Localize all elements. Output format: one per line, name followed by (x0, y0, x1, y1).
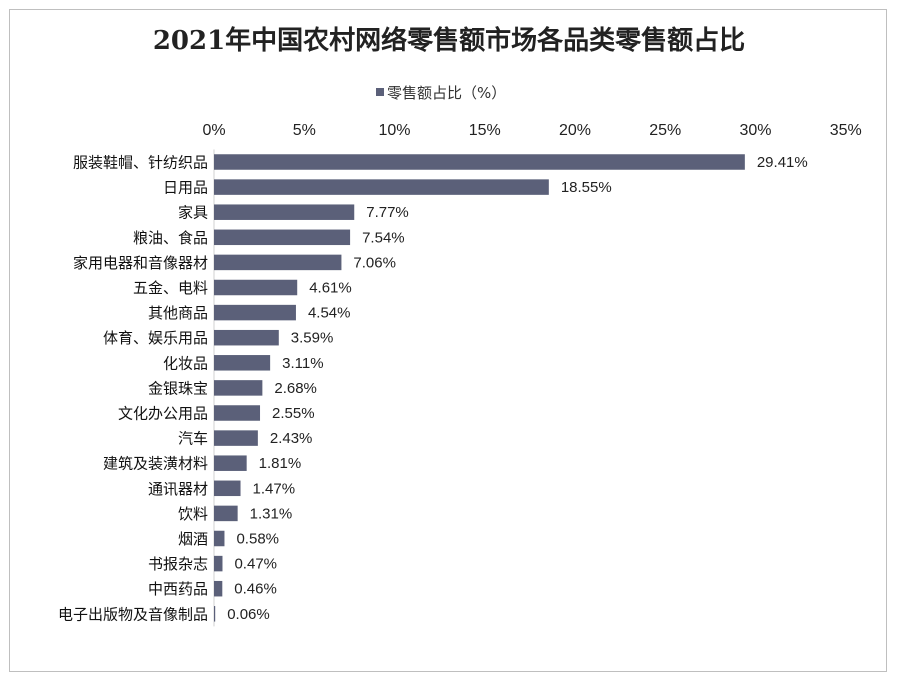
bar (214, 530, 225, 547)
legend-label: 零售额占比（%） (387, 83, 507, 102)
data-label: 7.77% (366, 204, 409, 221)
bar (214, 204, 355, 220)
chart-frame (9, 9, 887, 672)
bar (214, 355, 271, 371)
bar (214, 405, 261, 421)
bar (214, 179, 549, 195)
data-label: 0.06% (227, 606, 270, 623)
data-label: 3.11% (282, 355, 323, 372)
chart-title: 2021年中国农村网络零售额市场各品类零售额占比 (152, 26, 746, 56)
category-label: 服装鞋帽、针纺织品 (73, 154, 208, 172)
category-label: 汽车 (178, 430, 208, 448)
category-label: 体育、娱乐用品 (103, 329, 208, 347)
category-label: 建筑及装潢材料 (103, 455, 208, 473)
data-label: 18.55% (561, 179, 612, 196)
bar (214, 606, 216, 622)
category-label: 文化办公用品 (118, 405, 208, 423)
category-label: 日用品 (163, 179, 208, 197)
category-label: 其他商品 (148, 304, 208, 322)
x-tick-label: 25% (649, 122, 681, 139)
bar (214, 154, 745, 170)
data-label: 0.46% (234, 581, 277, 598)
bar (214, 229, 351, 246)
category-label: 书报杂志 (148, 555, 208, 573)
x-tick-label: 35% (830, 122, 862, 139)
x-tick-label: 30% (739, 122, 771, 139)
category-label: 饮料 (178, 505, 208, 523)
category-labels: 服装鞋帽、针纺织品日用品家具粮油、食品家用电器和音像器材五金、电料其他商品体育、… (58, 154, 208, 624)
data-label: 1.81% (259, 455, 302, 472)
category-label: 通讯器材 (148, 480, 208, 498)
data-label: 3.59% (291, 330, 334, 347)
data-label: 1.31% (250, 505, 293, 522)
x-axis-ticks: 0% 5% 10% 15% 20% 25% 30% 35% (202, 122, 861, 139)
data-label: 7.54% (362, 229, 405, 246)
legend: 零售额占比（%） (376, 81, 506, 103)
bar (214, 455, 247, 471)
category-label: 粮油、食品 (133, 229, 208, 247)
data-label: 7.06% (353, 254, 396, 271)
data-label: 4.54% (308, 305, 351, 322)
x-tick-label: 10% (378, 122, 410, 139)
bar (214, 380, 263, 396)
category-label: 电子出版物及音像制品 (58, 605, 208, 623)
bar (214, 329, 279, 346)
data-label: 0.47% (234, 556, 277, 573)
category-label: 烟酒 (178, 530, 208, 548)
category-label: 化妆品 (163, 354, 208, 372)
legend-swatch (376, 88, 384, 96)
data-label: 1.47% (253, 480, 296, 497)
data-labels: 29.41% 18.55% 7.77% 7.54% 7.06%4.61% 4.54% 3.5… (227, 154, 808, 623)
bar (214, 304, 296, 321)
category-label: 中西药品 (148, 580, 208, 598)
bar (214, 505, 238, 522)
bar (214, 580, 223, 597)
bar (214, 430, 258, 446)
category-label: 金银珠宝 (148, 379, 208, 397)
bar (214, 279, 298, 296)
x-tick-label: 15% (469, 122, 501, 139)
category-label: 家具 (178, 204, 208, 222)
data-label: 2.68% (274, 380, 317, 397)
bar (214, 254, 342, 271)
data-label: 2.43% (270, 430, 313, 447)
x-tick-label: 5% (293, 122, 316, 139)
data-label: 0.58% (236, 531, 279, 548)
category-label: 五金、电料 (133, 279, 208, 297)
x-tick-label: 20% (559, 122, 591, 139)
bars (214, 154, 745, 622)
bar (214, 555, 223, 572)
category-label: 家用电器和音像器材 (73, 254, 208, 272)
data-label: 4.61% (309, 280, 352, 297)
x-tick-label: 0% (202, 122, 225, 139)
data-label: 2.55% (272, 405, 315, 422)
bar (214, 480, 241, 497)
data-label: 29.41% (757, 154, 808, 171)
